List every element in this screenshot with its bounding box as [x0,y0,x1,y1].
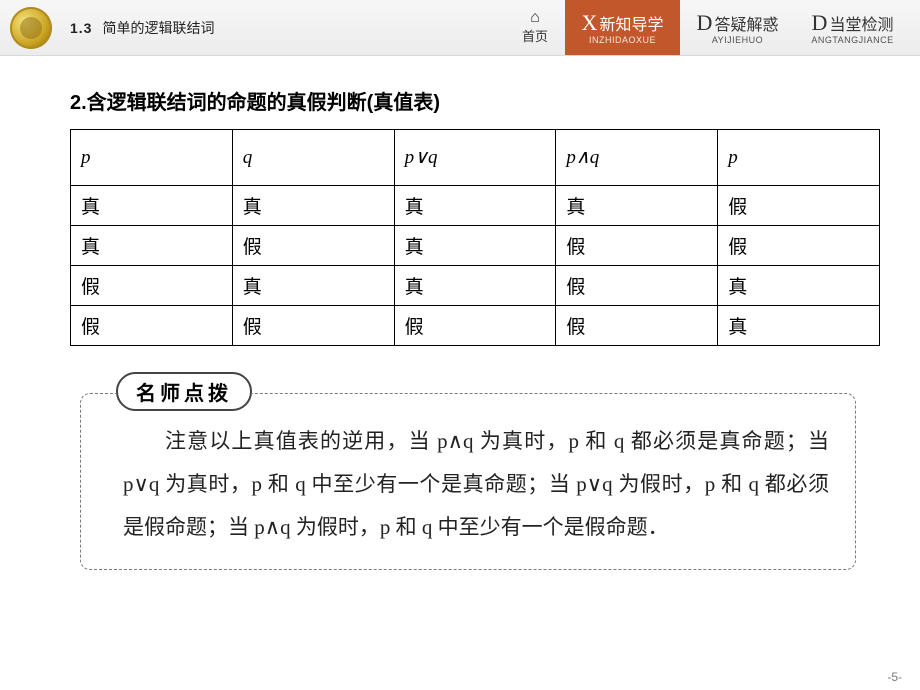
nav-tab-letter: X [582,10,598,36]
table-cell: 真 [232,266,394,306]
content: 2.含逻辑联结词的命题的真假判断(真值表) p q p∨q p∧q p 真真真真… [0,56,920,570]
table-cell: 假 [556,226,718,266]
nav-tab-letter: D [697,10,713,36]
tips-section: 名师点拨 注意以上真值表的逆用，当 p∧q 为真时，p 和 q 都必须是真命题；… [80,372,856,570]
tips-box: 注意以上真值表的逆用，当 p∧q 为真时，p 和 q 都必须是真命题；当 p∨q… [80,393,856,570]
page-number: -5- [887,670,902,684]
col-p-and-q: p∧q [556,130,718,186]
table-cell: 假 [232,306,394,346]
chapter-label: 1.3 简单的逻辑联结词 [70,18,214,38]
tips-label: 名师点拨 [116,372,252,411]
table-cell: 真 [232,186,394,226]
nav-home[interactable]: ⌂ 首页 [505,0,565,55]
table-cell: 假 [394,306,556,346]
nav-tab-cn: 当堂检测 [829,11,893,35]
chapter-title: 简单的逻辑联结词 [102,18,214,38]
table-body: 真真真真假真假真假假假真真假真假假假假真 [71,186,880,346]
table-cell: 真 [718,266,880,306]
table-cell: 假 [556,306,718,346]
tips-body: 注意以上真值表的逆用，当 p∧q 为真时，p 和 q 都必须是真命题；当 p∨q… [123,420,829,549]
table-cell: 假 [71,266,233,306]
nav-tab-cn: 新知导学 [599,11,663,35]
nav-tab-py: INZHIDAOXUE [589,35,656,45]
nav-tab-xinzhi[interactable]: X 新知导学 INZHIDAOXUE [565,0,680,55]
table-cell: 真 [71,226,233,266]
table-cell: 真 [394,226,556,266]
nav-tab-dayi[interactable]: D 答疑解惑 AYIJIEHUO [680,0,795,55]
nav-tab-cn: 答疑解惑 [714,11,778,35]
table-cell: 真 [718,306,880,346]
table-cell: 真 [556,186,718,226]
table-header-row: p q p∨q p∧q p [71,130,880,186]
table-cell: 假 [556,266,718,306]
col-p: p [71,130,233,186]
nav-tab-dangtang[interactable]: D 当堂检测 ANGTANGJIANCE [795,0,910,55]
col-q: q [232,130,394,186]
tips-label-wrap: 名师点拨 [116,372,252,411]
nav-tab-py: ANGTANGJIANCE [811,35,893,45]
table-cell: 真 [394,186,556,226]
table-row: 假真真假真 [71,266,880,306]
nav: ⌂ 首页 X 新知导学 INZHIDAOXUE D 答疑解惑 AYIJIEHUO… [505,0,910,55]
table-cell: 假 [71,306,233,346]
section-title: 2.含逻辑联结词的命题的真假判断(真值表) [70,86,880,115]
logo-badge [10,7,52,49]
table-cell: 真 [71,186,233,226]
table-cell: 假 [718,186,880,226]
table-cell: 真 [394,266,556,306]
table-cell: 假 [232,226,394,266]
table-cell: 假 [718,226,880,266]
table-row: 真假真假假 [71,226,880,266]
table-row: 真真真真假 [71,186,880,226]
home-icon: ⌂ [530,10,540,26]
topbar: 1.3 简单的逻辑联结词 ⌂ 首页 X 新知导学 INZHIDAOXUE D 答… [0,0,920,56]
col-p-or-q: p∨q [394,130,556,186]
truth-table: p q p∨q p∧q p 真真真真假真假真假假假真真假真假假假假真 [70,129,880,346]
chapter-number: 1.3 [70,20,92,36]
col-not-p: p [718,130,880,186]
nav-home-label: 首页 [522,26,548,45]
nav-tab-py: AYIJIEHUO [712,35,763,45]
table-row: 假假假假真 [71,306,880,346]
nav-tab-letter: D [812,10,828,36]
